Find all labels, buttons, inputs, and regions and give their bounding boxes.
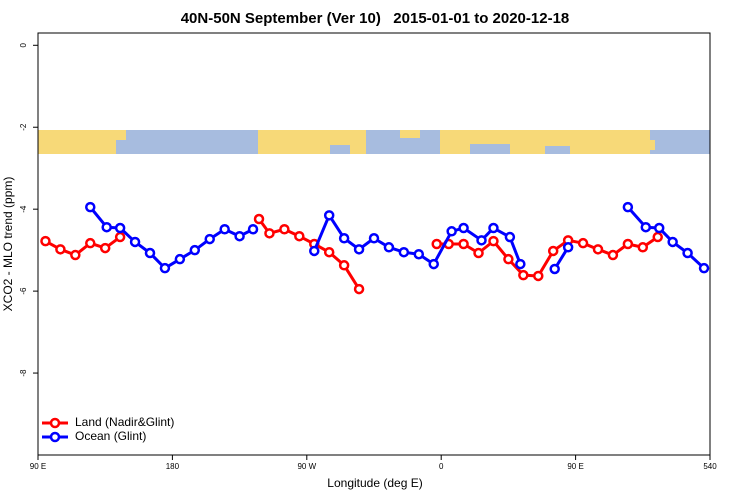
x-tick-label: 90 E bbox=[567, 462, 583, 471]
data-point bbox=[70, 249, 81, 261]
y-tick-label: -8 bbox=[19, 369, 28, 377]
x-tick-label: 0 bbox=[439, 462, 444, 471]
data-point bbox=[219, 224, 230, 235]
data-point bbox=[640, 221, 652, 233]
data-point bbox=[204, 233, 215, 245]
data-point bbox=[698, 262, 710, 274]
y-tick-label: -2 bbox=[19, 123, 28, 131]
data-point bbox=[99, 242, 111, 254]
data-point bbox=[446, 226, 457, 237]
data-point bbox=[40, 235, 51, 247]
legend-label: Land (Nadir&Glint) bbox=[75, 415, 174, 429]
data-point bbox=[431, 238, 442, 250]
x-axis-label: Longitude (deg E) bbox=[327, 476, 422, 490]
data-point bbox=[577, 237, 589, 249]
data-point bbox=[253, 213, 265, 225]
chart-title: 40N-50N September (Ver 10) 2015-01-01 to… bbox=[181, 10, 570, 27]
data-point bbox=[504, 231, 516, 243]
data-point bbox=[549, 263, 560, 275]
data-point bbox=[533, 270, 544, 282]
x-tick-label: 180 bbox=[166, 462, 180, 471]
data-point bbox=[503, 253, 514, 265]
y-axis-label: XCO2 - MLO trend (ppm) bbox=[1, 177, 15, 312]
data-point bbox=[458, 222, 469, 234]
data-point bbox=[55, 244, 66, 255]
legend-marker bbox=[49, 431, 61, 443]
data-point bbox=[562, 242, 574, 253]
data-point bbox=[85, 237, 96, 249]
data-point bbox=[353, 244, 365, 255]
legend-label: Ocean (Glint) bbox=[75, 429, 146, 443]
data-point bbox=[398, 246, 410, 258]
data-point bbox=[652, 231, 663, 243]
data-point bbox=[488, 235, 499, 247]
data-point bbox=[264, 228, 275, 239]
map-strip bbox=[38, 130, 710, 154]
data-point bbox=[607, 249, 619, 261]
data-point bbox=[428, 258, 439, 270]
data-point bbox=[547, 245, 559, 257]
data-point bbox=[515, 258, 526, 270]
data-point bbox=[101, 221, 112, 233]
data-point bbox=[174, 253, 186, 265]
x-tick-label: 90 W bbox=[297, 462, 316, 471]
y-tick-label: 0 bbox=[19, 43, 28, 48]
data-point bbox=[234, 230, 245, 242]
data-point bbox=[667, 236, 678, 248]
x-tick-label: 540 bbox=[703, 462, 717, 471]
data-point bbox=[488, 222, 499, 234]
data-point bbox=[338, 260, 350, 271]
data-point bbox=[159, 262, 171, 274]
data-point bbox=[338, 233, 350, 244]
data-point bbox=[682, 247, 693, 259]
data-point bbox=[458, 238, 469, 250]
data-point bbox=[383, 242, 395, 253]
data-point bbox=[144, 247, 156, 259]
series-line bbox=[44, 218, 659, 290]
data-point bbox=[622, 201, 634, 213]
data-point bbox=[247, 224, 259, 235]
data-point bbox=[518, 269, 529, 281]
data-point bbox=[323, 210, 335, 221]
data-point bbox=[114, 231, 126, 243]
x-tick-label: 90 E bbox=[30, 462, 46, 471]
plot-frame bbox=[37, 32, 711, 456]
data-point bbox=[279, 224, 290, 235]
data-point bbox=[592, 244, 604, 255]
data-point bbox=[622, 238, 634, 250]
y-tick-label: -6 bbox=[19, 287, 28, 295]
data-point bbox=[129, 236, 141, 248]
data-point bbox=[637, 242, 649, 253]
y-tick-label: -4 bbox=[19, 205, 28, 213]
data-point bbox=[323, 246, 335, 258]
data-point bbox=[653, 222, 665, 234]
data-point bbox=[353, 283, 365, 295]
legend-marker bbox=[49, 417, 61, 429]
data-point bbox=[476, 235, 487, 246]
data-point bbox=[368, 233, 380, 244]
data-point bbox=[473, 247, 484, 259]
data-point bbox=[413, 248, 425, 260]
data-point bbox=[114, 222, 126, 234]
data-point bbox=[189, 244, 201, 256]
data-point bbox=[294, 230, 305, 242]
data-point bbox=[85, 201, 96, 213]
data-point bbox=[309, 245, 320, 257]
